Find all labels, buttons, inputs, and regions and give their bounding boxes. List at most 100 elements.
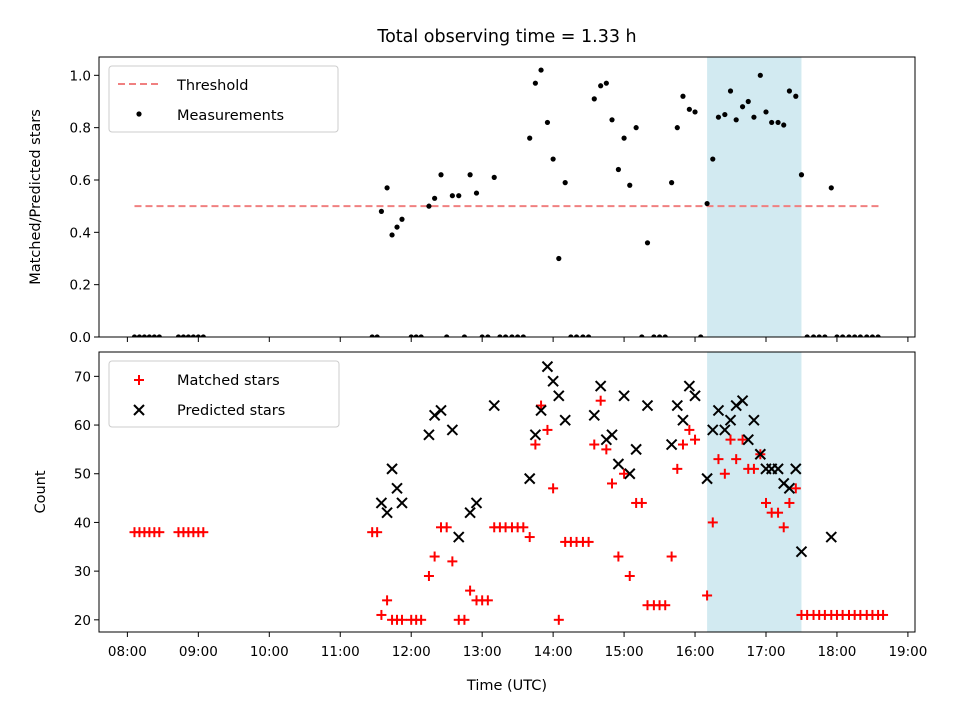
matched-star-point (613, 551, 624, 562)
measurement-point (710, 156, 716, 162)
predicted-star-point (375, 497, 388, 509)
matched-star-point (536, 400, 547, 411)
y-tick-label: 0.2 (70, 278, 91, 294)
predicted-star-point (588, 409, 600, 422)
measurement-point (195, 334, 201, 337)
measurement-point (515, 334, 521, 337)
predicted-star-point (671, 399, 684, 412)
measurement-point (185, 334, 192, 337)
predicted-star-point (612, 458, 625, 470)
matched-star-point (423, 571, 434, 581)
matched-star-point (396, 614, 407, 625)
measurement-point (538, 67, 544, 73)
matched-star-point (713, 454, 724, 465)
legend-box (108, 360, 340, 428)
predicted-star-point (470, 497, 483, 509)
x-tick-label: 11:00 (321, 644, 360, 660)
measurement-point (644, 240, 651, 246)
measurement-point (834, 334, 840, 337)
measurement-point (769, 119, 775, 126)
measurement-point (722, 111, 728, 118)
matched-star-point (624, 571, 635, 581)
legend-box (108, 65, 339, 133)
predicted-star-point (523, 472, 536, 485)
predicted-star-point (730, 399, 742, 412)
measurement-point (190, 334, 196, 337)
measurement-point (520, 334, 526, 337)
chart-title: Total observing time = 1.33 h (376, 27, 636, 47)
x-tick-label: 09:00 (179, 644, 218, 660)
y-tick-label: 60 (74, 418, 91, 434)
y-tick-label: 1.0 (70, 68, 91, 84)
measurement-point (857, 334, 863, 337)
predicted-star-point (606, 429, 618, 441)
matched-star-point (719, 468, 730, 479)
measurement-point (603, 80, 609, 86)
measurement-point (852, 334, 858, 337)
matched-star-point (376, 609, 387, 620)
matched-star-point (707, 517, 718, 528)
x-tick-label: 13:00 (463, 644, 502, 660)
predicted-star-point (435, 404, 447, 417)
matched-star-point (198, 527, 209, 538)
predicted-star-point (547, 375, 559, 387)
measurement-point (580, 334, 586, 337)
axes-frame (98, 56, 916, 338)
predicted-star-point (712, 404, 725, 417)
measurement-point (846, 334, 852, 337)
predicted-star-point (423, 429, 435, 441)
measurement-point (461, 334, 468, 337)
measurement-point (444, 334, 450, 337)
x-tick-label: 08:00 (108, 644, 147, 660)
measurement-point (745, 98, 751, 105)
predicted-star-point (772, 463, 784, 475)
measurement-point (432, 195, 438, 201)
predicted-star-point (742, 433, 754, 446)
predicted-star-point (736, 394, 749, 407)
measurement-point (369, 334, 375, 337)
matched-star-point (553, 614, 564, 625)
x-tick-label: 12:00 (392, 644, 431, 660)
measurement-point (810, 334, 817, 337)
matched-star-point (737, 434, 748, 445)
measurement-point (200, 334, 206, 337)
matched-star-point (790, 483, 801, 494)
predicted-star-point (825, 531, 837, 543)
matched-star-point (760, 497, 771, 508)
predicted-star-point (535, 404, 547, 417)
predicted-star-point (428, 409, 441, 422)
predicted-star-point (689, 390, 701, 402)
matched-star-point (441, 522, 452, 533)
matched-star-point (778, 522, 789, 533)
x-tick-label: 10:00 (250, 644, 289, 660)
matched-star-point (748, 463, 759, 474)
measurement-point (141, 334, 148, 337)
matched-star-point (595, 395, 606, 406)
measurement-point (715, 114, 722, 120)
x-tick-label: 14:00 (534, 644, 573, 660)
measurement-point (180, 334, 187, 337)
predicted-star-point (683, 380, 696, 392)
measurement-point (686, 106, 692, 112)
count-panel: 20 30 40 50 60 70 08:00 09:00 10:00 11:00 12:00 13:… (74, 351, 927, 660)
x-tick-label: 19:00 (888, 644, 927, 660)
plot-area (131, 57, 881, 337)
matched-star-point (672, 463, 683, 474)
measurement-point (798, 172, 805, 178)
measurement-point (704, 200, 710, 207)
x-tick-label: 17:00 (747, 644, 786, 660)
measurement-point (394, 224, 400, 230)
measurement-point (509, 334, 515, 337)
measurement-point (680, 93, 686, 99)
matched-star-point (660, 600, 671, 611)
measurement-point (467, 172, 473, 178)
measurement-point (615, 166, 622, 173)
measurement-point (786, 88, 793, 94)
plot-area (129, 352, 889, 632)
measurement-point (781, 122, 787, 128)
matched-star-point (702, 590, 713, 601)
matched-star-point (583, 536, 594, 547)
measurement-point (669, 180, 675, 186)
y-tick-label: 40 (74, 515, 91, 531)
predicted-star-point (754, 448, 767, 460)
